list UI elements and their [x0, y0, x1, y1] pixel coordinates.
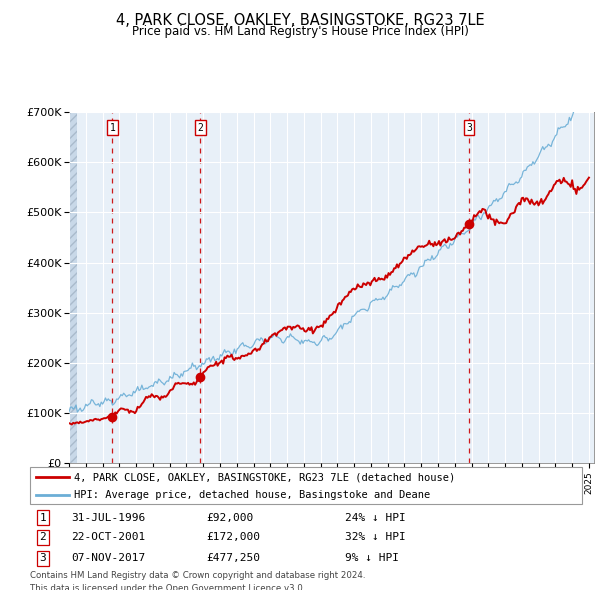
Text: 4, PARK CLOSE, OAKLEY, BASINGSTOKE, RG23 7LE: 4, PARK CLOSE, OAKLEY, BASINGSTOKE, RG23… — [116, 13, 484, 28]
Text: 22-OCT-2001: 22-OCT-2001 — [71, 532, 146, 542]
Text: 4, PARK CLOSE, OAKLEY, BASINGSTOKE, RG23 7LE (detached house): 4, PARK CLOSE, OAKLEY, BASINGSTOKE, RG23… — [74, 473, 455, 482]
Text: 2: 2 — [40, 532, 46, 542]
Text: 9% ↓ HPI: 9% ↓ HPI — [344, 553, 398, 563]
Text: 3: 3 — [40, 553, 46, 563]
Text: 31-JUL-1996: 31-JUL-1996 — [71, 513, 146, 523]
Text: Contains HM Land Registry data © Crown copyright and database right 2024.: Contains HM Land Registry data © Crown c… — [30, 571, 365, 579]
Text: 1: 1 — [40, 513, 46, 523]
Text: 32% ↓ HPI: 32% ↓ HPI — [344, 532, 406, 542]
Text: HPI: Average price, detached house, Basingstoke and Deane: HPI: Average price, detached house, Basi… — [74, 490, 430, 500]
FancyBboxPatch shape — [30, 467, 582, 504]
Text: This data is licensed under the Open Government Licence v3.0.: This data is licensed under the Open Gov… — [30, 584, 305, 590]
Text: £92,000: £92,000 — [206, 513, 254, 523]
Text: 07-NOV-2017: 07-NOV-2017 — [71, 553, 146, 563]
Text: Price paid vs. HM Land Registry's House Price Index (HPI): Price paid vs. HM Land Registry's House … — [131, 25, 469, 38]
Text: 2: 2 — [197, 123, 203, 133]
Text: 24% ↓ HPI: 24% ↓ HPI — [344, 513, 406, 523]
Text: 1: 1 — [109, 123, 115, 133]
Bar — [69, 112, 77, 463]
Text: 3: 3 — [466, 123, 472, 133]
Text: £477,250: £477,250 — [206, 553, 260, 563]
Text: £172,000: £172,000 — [206, 532, 260, 542]
